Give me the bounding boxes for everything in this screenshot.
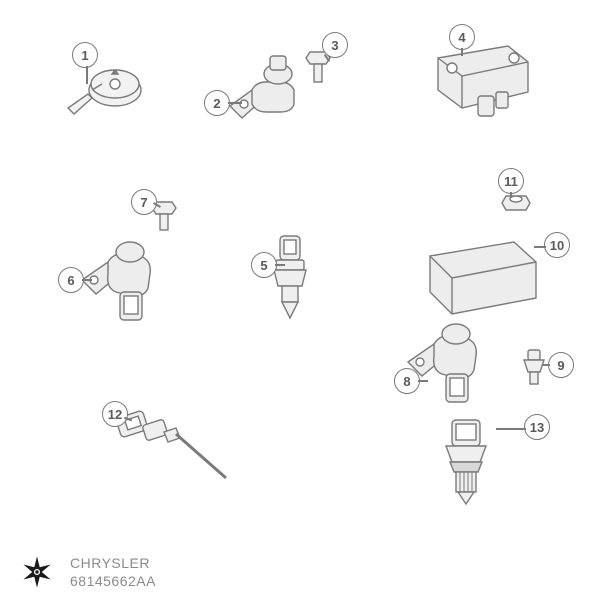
callout-label: 3	[331, 38, 338, 53]
leader-6	[82, 279, 92, 281]
callout-label: 2	[213, 96, 220, 111]
part-1	[60, 60, 150, 130]
part-5	[260, 230, 320, 330]
callout-9: 9	[548, 352, 574, 378]
callout-2: 2	[204, 90, 230, 116]
callout-label: 12	[108, 407, 122, 422]
callout-label: 11	[504, 174, 518, 189]
part-8	[398, 312, 508, 422]
footer: CHRYSLER 68145662AA	[0, 554, 600, 590]
leader-9	[542, 364, 550, 366]
leader-5	[275, 264, 285, 266]
part-6	[72, 230, 182, 340]
part-4	[418, 38, 548, 128]
callout-label: 9	[557, 358, 564, 373]
callout-6: 6	[58, 267, 84, 293]
callout-label: 6	[67, 273, 74, 288]
footer-text: CHRYSLER 68145662AA	[70, 554, 156, 590]
part-10	[418, 232, 548, 322]
callout-11: 11	[498, 168, 524, 194]
leader-1	[86, 66, 88, 84]
callout-label: 10	[550, 238, 564, 253]
callout-4: 4	[449, 24, 475, 50]
callout-5: 5	[251, 252, 277, 278]
leader-13	[496, 428, 526, 430]
callout-8: 8	[394, 368, 420, 394]
callout-label: 7	[140, 195, 147, 210]
callout-label: 1	[81, 48, 88, 63]
part-13	[426, 414, 506, 514]
leader-11	[510, 192, 512, 198]
leader-10	[534, 246, 546, 248]
part-number-label: 68145662AA	[70, 572, 156, 590]
brand-label: CHRYSLER	[70, 554, 156, 572]
part-9	[518, 346, 550, 390]
callout-13: 13	[524, 414, 550, 440]
callout-10: 10	[544, 232, 570, 258]
callout-1: 1	[72, 42, 98, 68]
part-12	[108, 398, 248, 508]
part-11	[498, 190, 534, 216]
callout-label: 8	[403, 374, 410, 389]
callout-label: 4	[458, 30, 465, 45]
leader-8	[418, 380, 428, 382]
parts-diagram: 1 2 3	[0, 0, 600, 600]
callout-12: 12	[102, 401, 128, 427]
callout-label: 5	[260, 258, 267, 273]
chrysler-logo-icon	[20, 555, 54, 589]
callout-label: 13	[530, 420, 544, 435]
leader-4	[461, 48, 463, 56]
leader-2	[228, 102, 242, 104]
